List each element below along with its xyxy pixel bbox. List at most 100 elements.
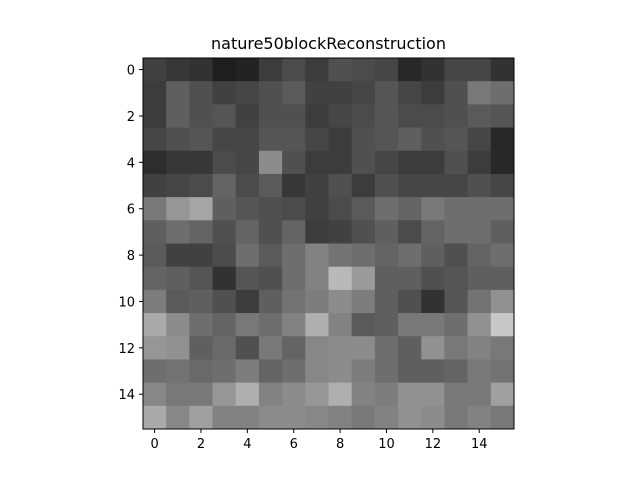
- cell-r10-c11: [398, 289, 422, 314]
- cell-r15-c2: [189, 405, 214, 430]
- cell-r2-c8: [328, 104, 353, 129]
- cell-r13-c2: [189, 359, 214, 384]
- cell-r14-c9: [351, 382, 376, 407]
- y-tick-label-2: 2: [127, 110, 135, 125]
- cell-r12-c8: [328, 336, 353, 360]
- cell-r4-c10: [374, 150, 399, 175]
- cell-r10-c0: [143, 289, 167, 314]
- cell-r8-c2: [189, 243, 214, 268]
- cell-r4-c15: [490, 150, 515, 175]
- cell-r15-c10: [374, 405, 399, 430]
- cell-r6-c4: [235, 197, 260, 221]
- cell-r7-c9: [351, 220, 376, 244]
- cell-r12-c13: [444, 336, 469, 360]
- cell-r9-c14: [467, 266, 492, 291]
- cell-r8-c0: [143, 243, 167, 268]
- cell-r2-c10: [374, 104, 399, 129]
- cell-r3-c12: [421, 127, 445, 152]
- cell-r2-c6: [282, 104, 306, 129]
- cell-r9-c12: [421, 266, 445, 291]
- cell-r14-c15: [490, 382, 515, 407]
- cell-r4-c8: [328, 150, 353, 175]
- cell-r1-c15: [490, 81, 515, 105]
- cell-r8-c13: [444, 243, 469, 268]
- cell-r13-c6: [282, 359, 306, 384]
- cell-r11-c6: [282, 313, 306, 337]
- cell-r1-c13: [444, 81, 469, 105]
- cell-r5-c5: [258, 173, 283, 198]
- cell-r2-c5: [258, 104, 283, 129]
- cell-r9-c5: [258, 266, 283, 291]
- cell-r13-c0: [143, 359, 167, 384]
- cell-r6-c9: [351, 197, 376, 221]
- cell-r0-c12: [421, 58, 445, 82]
- cell-r15-c4: [235, 405, 260, 430]
- cell-r13-c10: [374, 359, 399, 384]
- cell-r0-c7: [305, 58, 329, 82]
- x-tick-label-10: 10: [378, 437, 395, 452]
- cell-r2-c12: [421, 104, 445, 129]
- cell-r13-c14: [467, 359, 492, 384]
- cell-r2-c14: [467, 104, 492, 129]
- cell-r8-c10: [374, 243, 399, 268]
- cell-r11-c3: [212, 313, 237, 337]
- cell-r14-c14: [467, 382, 492, 407]
- cell-r10-c6: [282, 289, 306, 314]
- x-tick-label-14: 14: [471, 437, 488, 452]
- chart-title: nature50blockReconstruction: [211, 34, 446, 53]
- y-tick-label-8: 8: [127, 249, 135, 264]
- cell-r8-c6: [282, 243, 306, 268]
- cell-r6-c1: [166, 197, 190, 221]
- cell-r14-c13: [444, 382, 469, 407]
- cell-r9-c15: [490, 266, 515, 291]
- cell-r2-c0: [143, 104, 167, 129]
- cell-r12-c5: [258, 336, 283, 360]
- x-tick-label-0: 0: [150, 437, 158, 452]
- cell-r15-c8: [328, 405, 353, 430]
- cell-r10-c7: [305, 289, 329, 314]
- cell-r9-c1: [166, 266, 190, 291]
- cell-r14-c0: [143, 382, 167, 407]
- cell-r5-c0: [143, 173, 167, 198]
- cell-r10-c14: [467, 289, 492, 314]
- cell-r0-c4: [235, 58, 260, 82]
- cell-r4-c13: [444, 150, 469, 175]
- cell-r3-c4: [235, 127, 260, 152]
- cell-r3-c7: [305, 127, 329, 152]
- cell-r14-c8: [328, 382, 353, 407]
- cell-r13-c11: [398, 359, 422, 384]
- cell-r4-c1: [166, 150, 190, 175]
- cell-r5-c2: [189, 173, 214, 198]
- cell-r8-c3: [212, 243, 237, 268]
- x-tick-label-2: 2: [197, 437, 205, 452]
- cell-r7-c12: [421, 220, 445, 244]
- cell-r11-c11: [398, 313, 422, 337]
- cell-r5-c7: [305, 173, 329, 198]
- cell-r9-c13: [444, 266, 469, 291]
- cell-r7-c3: [212, 220, 237, 244]
- cell-r10-c10: [374, 289, 399, 314]
- cell-r6-c5: [258, 197, 283, 221]
- cell-r8-c1: [166, 243, 190, 268]
- cell-r15-c12: [421, 405, 445, 430]
- cell-r3-c0: [143, 127, 167, 152]
- cell-r4-c6: [282, 150, 306, 175]
- cell-r10-c5: [258, 289, 283, 314]
- cell-r7-c8: [328, 220, 353, 244]
- cell-r3-c5: [258, 127, 283, 152]
- cell-r5-c11: [398, 173, 422, 198]
- cell-r12-c6: [282, 336, 306, 360]
- cell-r7-c14: [467, 220, 492, 244]
- cell-r6-c0: [143, 197, 167, 221]
- cell-r4-c2: [189, 150, 214, 175]
- cell-r11-c9: [351, 313, 376, 337]
- cell-r7-c1: [166, 220, 190, 244]
- cell-r5-c12: [421, 173, 445, 198]
- cell-r12-c1: [166, 336, 190, 360]
- cell-r14-c7: [305, 382, 329, 407]
- cell-r12-c3: [212, 336, 237, 360]
- cell-r11-c14: [467, 313, 492, 337]
- cell-r5-c10: [374, 173, 399, 198]
- cell-r13-c12: [421, 359, 445, 384]
- cell-r9-c7: [305, 266, 329, 291]
